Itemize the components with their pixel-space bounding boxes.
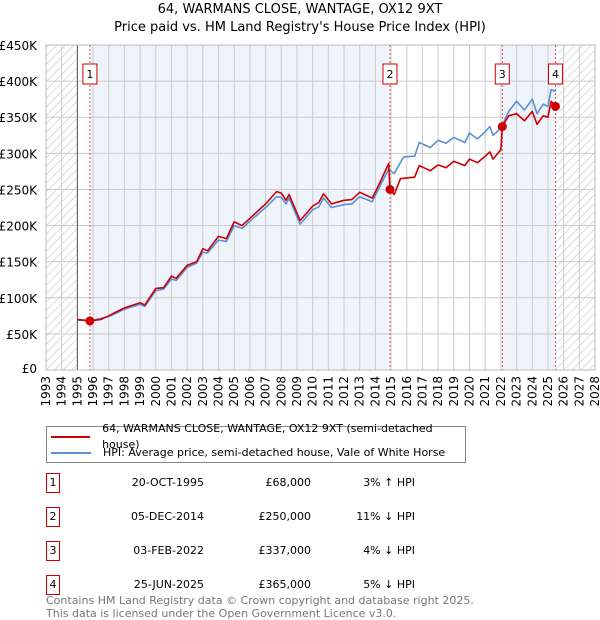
y-tick-label: £100K — [0, 292, 38, 306]
x-tick-label: 2027 — [572, 376, 586, 407]
sale-point — [497, 122, 507, 132]
sale-hpi-diff: 5% ↓ HPI — [363, 578, 415, 591]
legend-item-hpi: HPI: Average price, semi-detached house,… — [47, 445, 445, 461]
chart-legend: 64, WARMANS CLOSE, WANTAGE, OX12 9XT (se… — [46, 422, 466, 463]
y-tick-label: £350K — [0, 111, 38, 125]
sale-number-badge: 2 — [46, 507, 60, 527]
x-tick-label: 2022 — [494, 376, 508, 407]
legend-swatch-property — [51, 436, 91, 438]
x-tick-label: 1999 — [133, 376, 147, 407]
y-tick-label: £400K — [0, 75, 38, 89]
x-tick-label: 2006 — [243, 376, 257, 407]
x-tick-label: 2001 — [164, 376, 178, 407]
sales-row: 3 03-FEB-2022 £337,000 4% ↓ HPI — [46, 541, 416, 561]
sale-point — [85, 316, 95, 326]
sale-price: £365,000 — [258, 578, 312, 591]
sale-marker-box — [382, 63, 398, 85]
x-tick-label: 2018 — [431, 376, 445, 407]
sale-hpi-diff: 3% ↑ HPI — [363, 476, 415, 489]
sale-hpi-diff: 4% ↓ HPI — [363, 544, 415, 557]
x-tick-label: 2015 — [384, 376, 398, 407]
sale-marker-box — [547, 63, 563, 85]
x-tick-label: 2028 — [588, 376, 600, 407]
x-tick-label: 2010 — [306, 376, 320, 407]
sale-date: 05-DEC-2014 — [130, 510, 204, 523]
x-tick-label: 2013 — [353, 376, 367, 407]
x-tick-label: 2026 — [557, 376, 571, 407]
plot-frame — [45, 44, 596, 371]
sales-row: 4 25-JUN-2025 £365,000 5% ↓ HPI — [46, 575, 416, 595]
x-tick-label: 2002 — [180, 376, 194, 407]
legend-swatch-hpi — [51, 452, 91, 454]
sale-marker-box — [82, 63, 98, 85]
property-price-line — [77, 100, 557, 322]
footer-licence: This data is licensed under the Open Gov… — [46, 607, 397, 620]
sale-marker-label: 4 — [552, 68, 559, 81]
sale-marker-label: 3 — [499, 68, 506, 81]
x-tick-label: 2024 — [525, 376, 539, 407]
sale-date: 25-JUN-2025 — [133, 578, 204, 591]
y-tick-label: £0 — [22, 362, 37, 376]
sales-row: 1 20-OCT-1995 £68,000 3% ↑ HPI — [46, 473, 416, 493]
sale-marker-label: 2 — [386, 68, 393, 81]
ownership-shade — [89, 45, 390, 370]
y-tick-label: £200K — [0, 220, 38, 234]
x-tick-label: 2021 — [478, 376, 492, 407]
chart-subtitle: Price paid vs. HM Land Registry's House … — [114, 20, 486, 35]
sale-date: 03-FEB-2022 — [133, 544, 204, 557]
sale-number-badge: 3 — [46, 541, 60, 561]
sale-marker-box — [494, 63, 510, 85]
x-tick-label: 2008 — [274, 376, 288, 407]
y-tick-label: £450K — [0, 39, 38, 53]
sales-row: 2 05-DEC-2014 £250,000 11% ↓ HPI — [46, 507, 416, 527]
price-chart: 1993 1994 1995 1996 1997 1998 1999 2000 2001 2002… — [0, 39, 600, 407]
legend-label-property: 64, WARMANS CLOSE, WANTAGE, OX12 9XT (se… — [102, 422, 433, 451]
x-tick-label: 2012 — [337, 376, 351, 407]
legend-label-hpi: HPI: Average price, semi-detached house,… — [103, 446, 446, 459]
x-tick-label: 2005 — [227, 376, 241, 407]
sale-price: £337,000 — [258, 544, 312, 557]
sale-date: 20-OCT-1995 — [131, 476, 204, 489]
hatched-no-data-right — [555, 45, 595, 370]
x-tick-label: 2020 — [463, 376, 477, 407]
sale-point — [550, 101, 560, 111]
sale-price: £250,000 — [258, 510, 312, 523]
sale-hpi-diff: 11% ↓ HPI — [356, 510, 415, 523]
sale-marker-label: 1 — [86, 68, 93, 81]
x-tick-label: 2019 — [447, 376, 461, 407]
x-tick-label: 2003 — [196, 376, 210, 407]
sale-number-badge: 1 — [46, 473, 60, 493]
y-tick-label: £50K — [6, 328, 38, 342]
x-tick-label: 2004 — [212, 376, 226, 407]
legend-item-property: 64, WARMANS CLOSE, WANTAGE, OX12 9XT (se… — [47, 422, 465, 451]
sale-number-badge: 4 — [46, 575, 60, 595]
x-tick-label: 2016 — [400, 376, 414, 407]
x-tick-label: 2007 — [259, 376, 273, 407]
x-tick-label: 1996 — [86, 376, 100, 407]
ownership-shade — [502, 45, 556, 370]
chart-title: 64, WARMANS CLOSE, WANTAGE, OX12 9XT — [157, 2, 443, 17]
x-tick-label: 2014 — [368, 376, 382, 407]
x-tick-label: 2000 — [149, 376, 163, 407]
x-tick-label: 2017 — [415, 376, 429, 407]
x-tick-label: 1997 — [102, 376, 116, 407]
x-tick-label: 2009 — [290, 376, 304, 407]
x-tick-label: 2023 — [510, 376, 524, 407]
hpi-line — [77, 89, 557, 321]
y-tick-label: £150K — [0, 256, 38, 270]
footer-copyright: Contains HM Land Registry data © Crown c… — [46, 594, 474, 607]
y-tick-label: £250K — [0, 183, 38, 197]
sale-point — [385, 184, 395, 194]
x-tick-label: 1993 — [39, 376, 53, 407]
x-tick-label: 2025 — [541, 376, 555, 407]
y-tick-label: £300K — [0, 147, 38, 161]
sale-price: £68,000 — [265, 476, 312, 489]
x-tick-label: 1998 — [117, 376, 131, 407]
x-tick-label: 2011 — [321, 376, 335, 407]
x-tick-label: 1995 — [70, 376, 84, 407]
x-tick-label: 1994 — [55, 376, 69, 407]
